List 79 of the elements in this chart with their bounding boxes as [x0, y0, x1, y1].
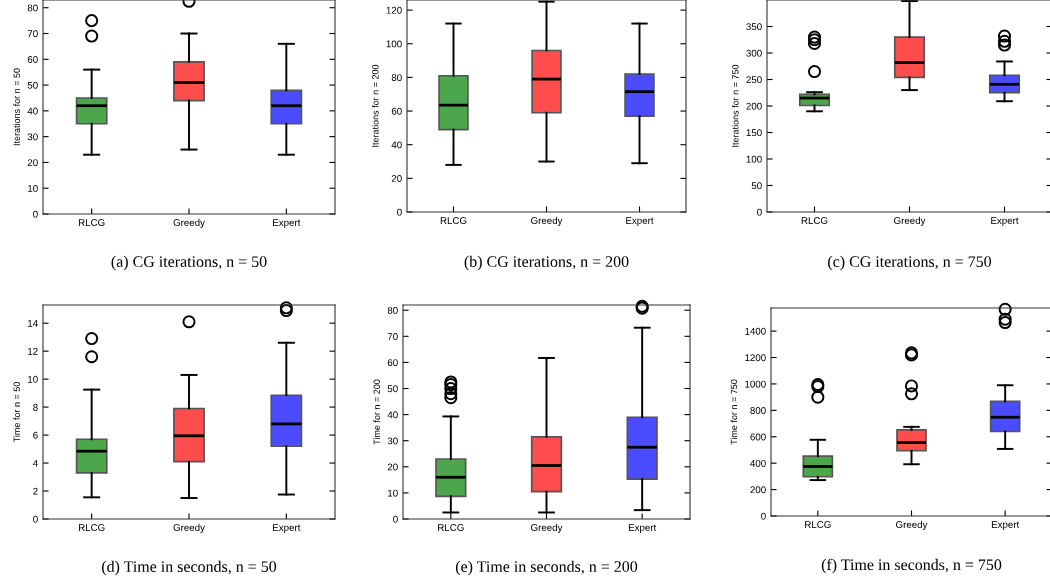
- x-tick-label: Greedy: [173, 218, 205, 228]
- y-tick-label: 12: [28, 347, 38, 355]
- x-tick-label: Greedy: [896, 520, 928, 530]
- y-tick-label: 60: [391, 107, 402, 115]
- y-tick-label: 40: [387, 411, 398, 419]
- y-tick-label: 350: [746, 23, 762, 31]
- y-tick-label: 30: [387, 437, 398, 445]
- x-tick-label: RLCG: [805, 521, 831, 528]
- y-tick-label: 0: [761, 512, 766, 520]
- y-tick-label: 600: [750, 433, 766, 441]
- y-tick-label: 40: [391, 141, 402, 149]
- y-tick-label: 10: [28, 184, 38, 192]
- y-tick-label: 1200: [745, 354, 766, 362]
- y-tick-label: 20: [387, 463, 398, 471]
- y-axis-title: Iterations for n = 750: [731, 64, 739, 147]
- y-tick-label: 2: [33, 487, 38, 495]
- y-tick-label: 80: [387, 306, 398, 314]
- x-tick-label: RLCG: [440, 217, 467, 224]
- text: (b) CG iterations, n = 200: [464, 255, 629, 271]
- y-tick-label: 10: [388, 489, 398, 497]
- y-tick-label: 0: [33, 515, 38, 523]
- y-tick-label: 14: [28, 320, 38, 327]
- y-axis-title: Iterations for n = 50: [13, 68, 20, 146]
- x-tick-label: Expert: [628, 524, 657, 533]
- y-axis-title: Time for n = 50: [13, 382, 20, 443]
- y-tick-label: 20: [391, 175, 402, 182]
- y-tick-label: 70: [27, 30, 38, 38]
- y-tick-label: 150: [746, 129, 762, 137]
- y-tick-label: 250: [746, 76, 762, 84]
- y-tick-label: 50: [27, 81, 38, 89]
- x-tick-label: RLCG: [801, 217, 828, 224]
- x-tick-label: Expert: [991, 217, 1019, 226]
- y-tick-label: 0: [757, 208, 762, 216]
- text: (f) Time in seconds, n = 750: [821, 558, 1002, 574]
- x-tick-label: Greedy: [531, 216, 563, 226]
- x-tick-label: Greedy: [173, 523, 205, 533]
- y-tick-label: 60: [27, 56, 38, 63]
- y-tick-label: 0: [397, 208, 402, 216]
- y-tick-label: 100: [386, 40, 402, 48]
- y-tick-label: 6: [33, 431, 38, 439]
- y-tick-label: 0: [33, 210, 38, 218]
- text: (e) Time in seconds, n = 200: [455, 560, 638, 576]
- y-tick-label: 400: [750, 459, 766, 467]
- text: (a) CG iterations, n = 50: [111, 255, 267, 271]
- x-tick-label: Greedy: [531, 523, 563, 533]
- y-tick-label: 60: [387, 359, 398, 367]
- y-tick-label: 200: [750, 486, 766, 494]
- y-tick-label: 70: [387, 333, 398, 340]
- y-tick-label: 120: [386, 6, 402, 14]
- y-tick-label: 800: [750, 407, 766, 414]
- x-tick-label: Expert: [273, 219, 301, 228]
- text: (c) CG iterations, n = 750: [828, 255, 992, 271]
- y-tick-label: 8: [33, 403, 38, 411]
- y-tick-label: 1000: [745, 380, 766, 388]
- y-tick-label: 80: [27, 4, 38, 12]
- x-tick-label: RLCG: [438, 524, 464, 531]
- y-axis-title: Iterations for n = 200: [371, 64, 379, 147]
- x-tick-label: Expert: [273, 524, 301, 533]
- y-axis-title: Time for n = 200: [373, 379, 380, 445]
- y-tick-label: 20: [27, 159, 38, 167]
- y-tick-label: 200: [746, 102, 762, 110]
- y-tick-label: 0: [393, 515, 398, 523]
- y-tick-label: 50: [751, 182, 762, 190]
- y-tick-label: 300: [746, 49, 762, 57]
- y-tick-label: 100: [746, 155, 762, 163]
- x-tick-label: Expert: [626, 217, 654, 226]
- x-tick-label: RLCG: [78, 219, 105, 226]
- y-tick-label: 80: [391, 74, 402, 82]
- y-tick-label: 4: [32, 459, 38, 467]
- x-tick-label: Expert: [991, 521, 1020, 530]
- y-axis-title: Time for n = 750: [730, 379, 738, 445]
- x-tick-label: RLCG: [78, 524, 105, 531]
- y-tick-label: 50: [387, 385, 398, 393]
- text: (d) Time in seconds, n = 50: [102, 560, 277, 576]
- x-tick-label: Greedy: [894, 216, 926, 226]
- y-tick-label: 40: [27, 107, 38, 115]
- y-tick-label: 1400: [745, 327, 766, 335]
- y-tick-label: 30: [27, 133, 38, 141]
- y-tick-label: 10: [28, 375, 38, 383]
